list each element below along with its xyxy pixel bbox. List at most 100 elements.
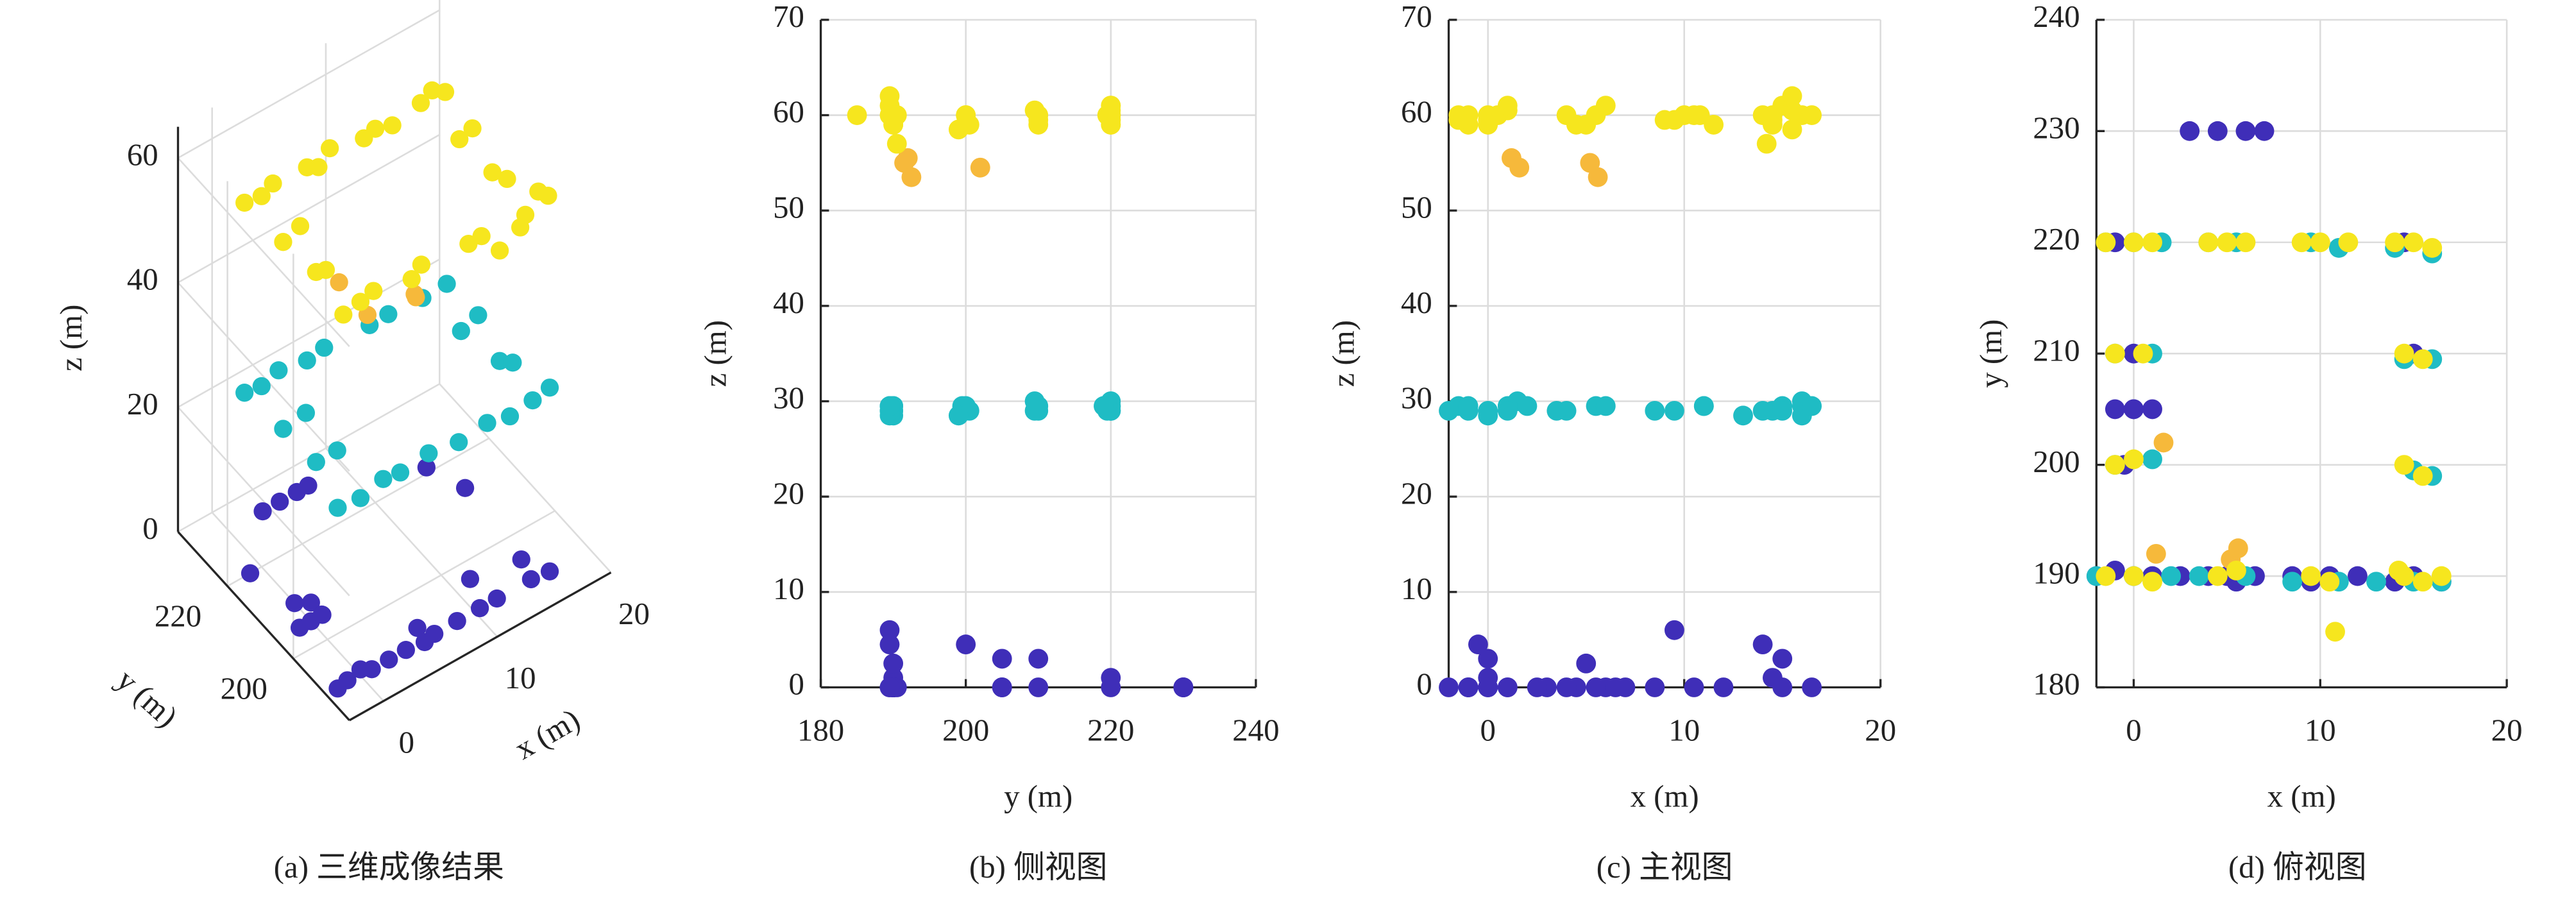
grid-line bbox=[292, 510, 555, 659]
point bbox=[512, 550, 530, 569]
y-tick-label: 180 bbox=[2033, 667, 2080, 702]
y-tick-label: 220 bbox=[2033, 222, 2080, 257]
point bbox=[1478, 105, 1498, 125]
point bbox=[1566, 114, 1586, 135]
point bbox=[1458, 396, 1479, 416]
point bbox=[970, 157, 990, 178]
grid-line bbox=[177, 9, 440, 159]
point bbox=[1756, 133, 1777, 154]
x-tick-label: 10 bbox=[1668, 713, 1700, 748]
x-tick-label: 10 bbox=[2305, 713, 2336, 748]
point bbox=[1684, 677, 1704, 697]
point bbox=[948, 405, 969, 426]
point bbox=[1782, 86, 1802, 106]
point bbox=[379, 305, 398, 323]
point bbox=[2124, 399, 2144, 420]
point bbox=[362, 660, 381, 679]
point bbox=[879, 86, 900, 106]
y-tick-label: 220 bbox=[155, 599, 201, 633]
point bbox=[469, 306, 487, 325]
point bbox=[1802, 396, 1822, 416]
point bbox=[498, 169, 516, 189]
point bbox=[483, 163, 502, 182]
point bbox=[463, 119, 482, 138]
point bbox=[380, 650, 398, 669]
point bbox=[309, 158, 328, 176]
point bbox=[2301, 566, 2321, 586]
point bbox=[521, 570, 540, 589]
point bbox=[1664, 400, 1684, 421]
y-tick-label: 70 bbox=[773, 0, 804, 34]
point bbox=[1772, 649, 1793, 669]
y-tick-label: 60 bbox=[1401, 95, 1432, 130]
point bbox=[511, 218, 530, 237]
point bbox=[1772, 400, 1793, 421]
point bbox=[901, 167, 922, 187]
point bbox=[452, 321, 470, 341]
point bbox=[487, 589, 506, 608]
x-axis-label: y (m) bbox=[1004, 779, 1072, 813]
point bbox=[2133, 343, 2153, 364]
point bbox=[540, 562, 559, 581]
grid-line bbox=[177, 282, 350, 472]
grid-line bbox=[439, 383, 612, 573]
y-tick-label: 70 bbox=[1401, 0, 1432, 34]
point bbox=[2142, 572, 2162, 592]
point bbox=[285, 594, 304, 613]
point bbox=[1802, 677, 1822, 697]
point bbox=[274, 233, 292, 251]
point bbox=[417, 458, 436, 477]
point bbox=[478, 414, 496, 432]
point bbox=[1645, 400, 1665, 421]
point bbox=[436, 83, 455, 101]
grid-line bbox=[226, 437, 489, 587]
point bbox=[391, 463, 410, 482]
point bbox=[299, 476, 318, 495]
point bbox=[2153, 432, 2174, 453]
point bbox=[1546, 400, 1567, 421]
x-tick-label: 180 bbox=[797, 713, 844, 748]
point bbox=[472, 226, 491, 246]
point bbox=[1527, 677, 1547, 697]
point bbox=[252, 377, 271, 396]
grid-line bbox=[325, 447, 498, 638]
y-tick-label: 0 bbox=[788, 667, 804, 702]
x-tick-label: 20 bbox=[1865, 713, 1896, 748]
point bbox=[847, 105, 867, 125]
point bbox=[992, 649, 1012, 669]
point bbox=[500, 407, 520, 426]
point bbox=[2096, 232, 2116, 253]
point bbox=[540, 378, 559, 397]
point bbox=[886, 133, 907, 154]
point bbox=[1439, 677, 1459, 697]
point bbox=[1024, 100, 1045, 121]
x-tick-label: 0 bbox=[399, 725, 414, 760]
point bbox=[383, 116, 402, 135]
y-axis-label: y (m) bbox=[1974, 319, 2008, 388]
point bbox=[1497, 677, 1518, 697]
point bbox=[412, 255, 431, 274]
grid-line bbox=[177, 133, 440, 284]
point bbox=[1645, 677, 1665, 697]
point bbox=[2142, 449, 2162, 470]
point bbox=[1664, 110, 1684, 130]
point bbox=[2142, 232, 2162, 253]
y-tick-label: 190 bbox=[2033, 556, 2080, 590]
point bbox=[1101, 668, 1121, 688]
point bbox=[2412, 466, 2433, 486]
point bbox=[539, 187, 557, 205]
x-tick-label: 200 bbox=[942, 713, 989, 748]
point bbox=[1693, 396, 1714, 416]
point bbox=[1576, 653, 1597, 674]
point bbox=[1588, 167, 1608, 187]
point bbox=[1097, 105, 1117, 125]
point bbox=[2226, 560, 2246, 581]
point bbox=[2348, 566, 2368, 586]
caption: (c) 主视图 bbox=[1597, 850, 1733, 885]
y-axis-label: z (m) bbox=[698, 320, 733, 387]
y-tick-label: 10 bbox=[773, 572, 804, 606]
x-axis bbox=[348, 571, 612, 722]
point bbox=[504, 353, 522, 372]
point bbox=[1497, 400, 1518, 421]
point bbox=[271, 492, 289, 511]
